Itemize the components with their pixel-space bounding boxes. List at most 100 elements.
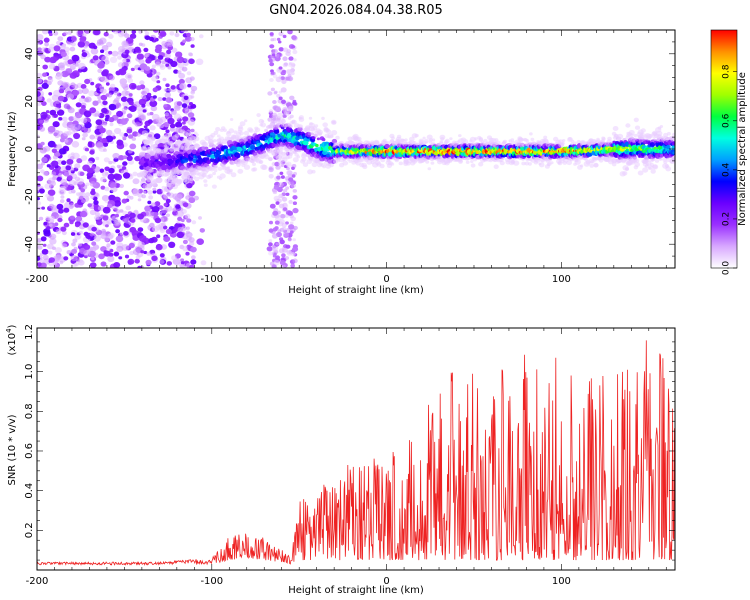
spectrogram-cell [152,190,157,194]
spectrogram-cell [71,54,80,62]
spectrogram-cell [131,84,137,89]
spectrogram-cell [106,92,113,98]
spectrogram-cell [190,85,198,92]
spectrogram-cell [148,134,153,138]
spectrogram-cell [289,95,295,101]
spectrogram-cell [163,193,169,199]
spectrogram-cell [186,71,192,76]
spectrogram-cell [671,155,675,161]
spectrogram-cell [151,255,158,262]
spectrogram-cell [529,132,533,136]
spectrogram-cell [465,160,470,164]
spectrogram-cell [144,205,151,212]
spectrogram-cell [137,198,142,202]
spectrogram-cell [228,128,235,134]
spectrogram-cell [414,133,419,138]
spectrogram-cell [116,245,124,252]
spectrogram-cell [132,178,140,185]
spectrogram-cell [128,242,135,249]
spectrogram-cell [92,245,98,251]
spectrogram-xtick-label: -200 [26,274,49,285]
spectrogram-cell [68,116,75,122]
spectrogram-cell [170,109,177,115]
spectrogram-cell [57,217,63,223]
spectrogram-cell [114,30,121,33]
spectrogram-cell [202,173,206,177]
spectrogram-cell [89,262,97,268]
spectrogram-cell [561,141,565,145]
spectrogram-cell [148,195,154,200]
spectrogram-cell [62,81,70,89]
spectrogram-cell [252,162,256,166]
spectrogram-cell [628,129,635,136]
spectrogram-cell [37,77,43,84]
spectrogram-cell [175,169,182,176]
spectrogram-cell [57,36,64,42]
spectrogram-cell [663,160,668,165]
spectrogram-cell [66,250,72,255]
spectrogram-cell [566,160,572,166]
spectrogram-cell [68,179,77,187]
spectrogram-cell [100,94,108,101]
spectrogram-cell [108,75,115,81]
spectrogram-cell [70,255,78,262]
spectrogram-cell [107,255,115,263]
spectrogram-cell [114,127,122,135]
spectrogram-cell [153,133,161,140]
spectrogram-cell [278,66,283,70]
spectrogram-cell [144,35,151,41]
spectrogram-cell [105,82,110,86]
spectrogram-cell [658,157,663,161]
spectrogram-cell [93,203,99,209]
spectrogram-cell [332,120,337,125]
spectrogram-cell [286,170,293,176]
spectrogram-cell [113,262,121,268]
spectrogram-cell [285,161,292,167]
spectrogram-cell [37,113,40,118]
spectrogram-cell [37,175,44,182]
spectrogram-cell [110,240,116,245]
spectrogram-cell [318,131,323,136]
spectrogram-cell [186,182,193,189]
spectrogram-cell [61,243,68,249]
spectrogram-cell [100,233,107,240]
spectrogram-cell [652,164,658,169]
spectrogram-cell [404,138,408,142]
spectrogram-cell [427,167,432,171]
spectrogram-cell [112,99,119,105]
spectrogram-cell [189,102,193,106]
spectrogram-cell [104,186,110,192]
spectrogram-cell [146,92,152,97]
spectrogram-cell [64,139,69,143]
spectrogram-cell [49,180,56,187]
spectrogram-cell [56,203,64,210]
spectrogram-cell [147,190,153,195]
spectrogram-cell [280,214,286,219]
spectrogram-cell [37,126,40,130]
spectrogram-cell [93,200,99,205]
spectrogram-cell [298,117,305,122]
spectrogram-cell [301,152,308,157]
spectrogram-cell [261,120,265,123]
spectrogram-cell [601,137,606,141]
spectrogram-cell [71,242,76,247]
spectrogram-cell [103,142,109,147]
spectrogram-cell [156,234,161,239]
spectrogram-cell [211,144,217,149]
spectrogram-cell [622,171,628,176]
spectrogram-cell [134,258,140,264]
spectrogram-cell [255,127,261,132]
spectrogram-cell [149,100,158,107]
spectrogram-cell [219,173,226,179]
spectrogram-cell [51,176,57,181]
spectrogram-cell [116,110,124,117]
spectrogram-cell [165,83,170,88]
spectrogram-cell [385,144,390,148]
spectrogram-cell [163,236,171,242]
spectrogram-cell [138,98,147,106]
spectrogram-cell [74,176,81,182]
spectrogram-cell [166,213,170,217]
spectrogram-cell [292,189,297,193]
spectrogram-cell [79,195,84,200]
